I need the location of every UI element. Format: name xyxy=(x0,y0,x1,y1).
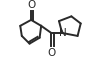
Text: O: O xyxy=(27,0,36,10)
Text: O: O xyxy=(48,48,56,58)
Text: N: N xyxy=(59,28,66,38)
